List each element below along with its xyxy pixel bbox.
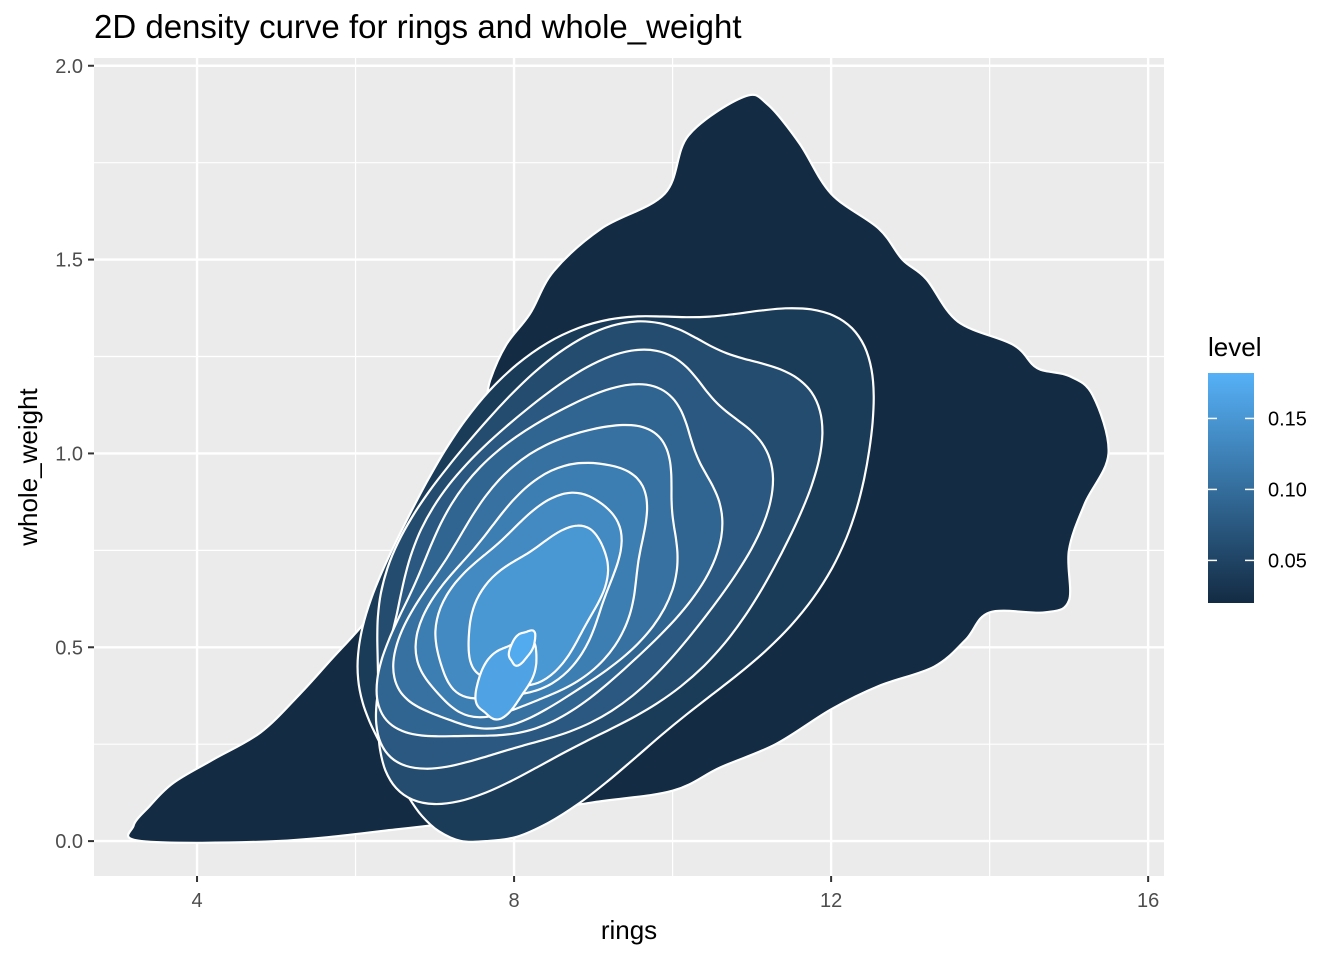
y-axis-title: whole_weight bbox=[13, 387, 43, 546]
x-axis-title: rings bbox=[601, 915, 657, 945]
y-tick-label: 1.0 bbox=[55, 443, 83, 465]
legend: level 0.05 0.10 0.15 bbox=[1208, 332, 1307, 603]
legend-colorbar bbox=[1208, 373, 1254, 603]
legend-ticks: 0.05 0.10 0.15 bbox=[1208, 408, 1307, 572]
x-tick-label: 4 bbox=[191, 890, 202, 912]
x-axis-ticks: 4 8 12 16 bbox=[191, 876, 1159, 912]
y-tick-label: 0.5 bbox=[55, 637, 83, 659]
y-axis-ticks: 0.0 0.5 1.0 1.5 2.0 bbox=[55, 56, 94, 853]
y-tick-label: 2.0 bbox=[55, 56, 83, 78]
legend-title: level bbox=[1208, 332, 1261, 362]
legend-tick-label: 0.15 bbox=[1268, 408, 1307, 430]
chart-title: 2D density curve for rings and whole_wei… bbox=[94, 8, 742, 45]
x-tick-label: 16 bbox=[1137, 890, 1159, 912]
y-tick-label: 1.5 bbox=[55, 250, 83, 272]
x-tick-label: 12 bbox=[820, 890, 842, 912]
density-contours bbox=[127, 93, 1110, 844]
legend-tick-label: 0.05 bbox=[1268, 550, 1307, 572]
density-contour-band-11 bbox=[507, 629, 537, 667]
y-tick-label: 0.0 bbox=[55, 831, 83, 853]
density-contour-band-9 bbox=[467, 524, 610, 687]
x-tick-label: 8 bbox=[509, 890, 520, 912]
legend-tick-label: 0.10 bbox=[1268, 479, 1307, 501]
